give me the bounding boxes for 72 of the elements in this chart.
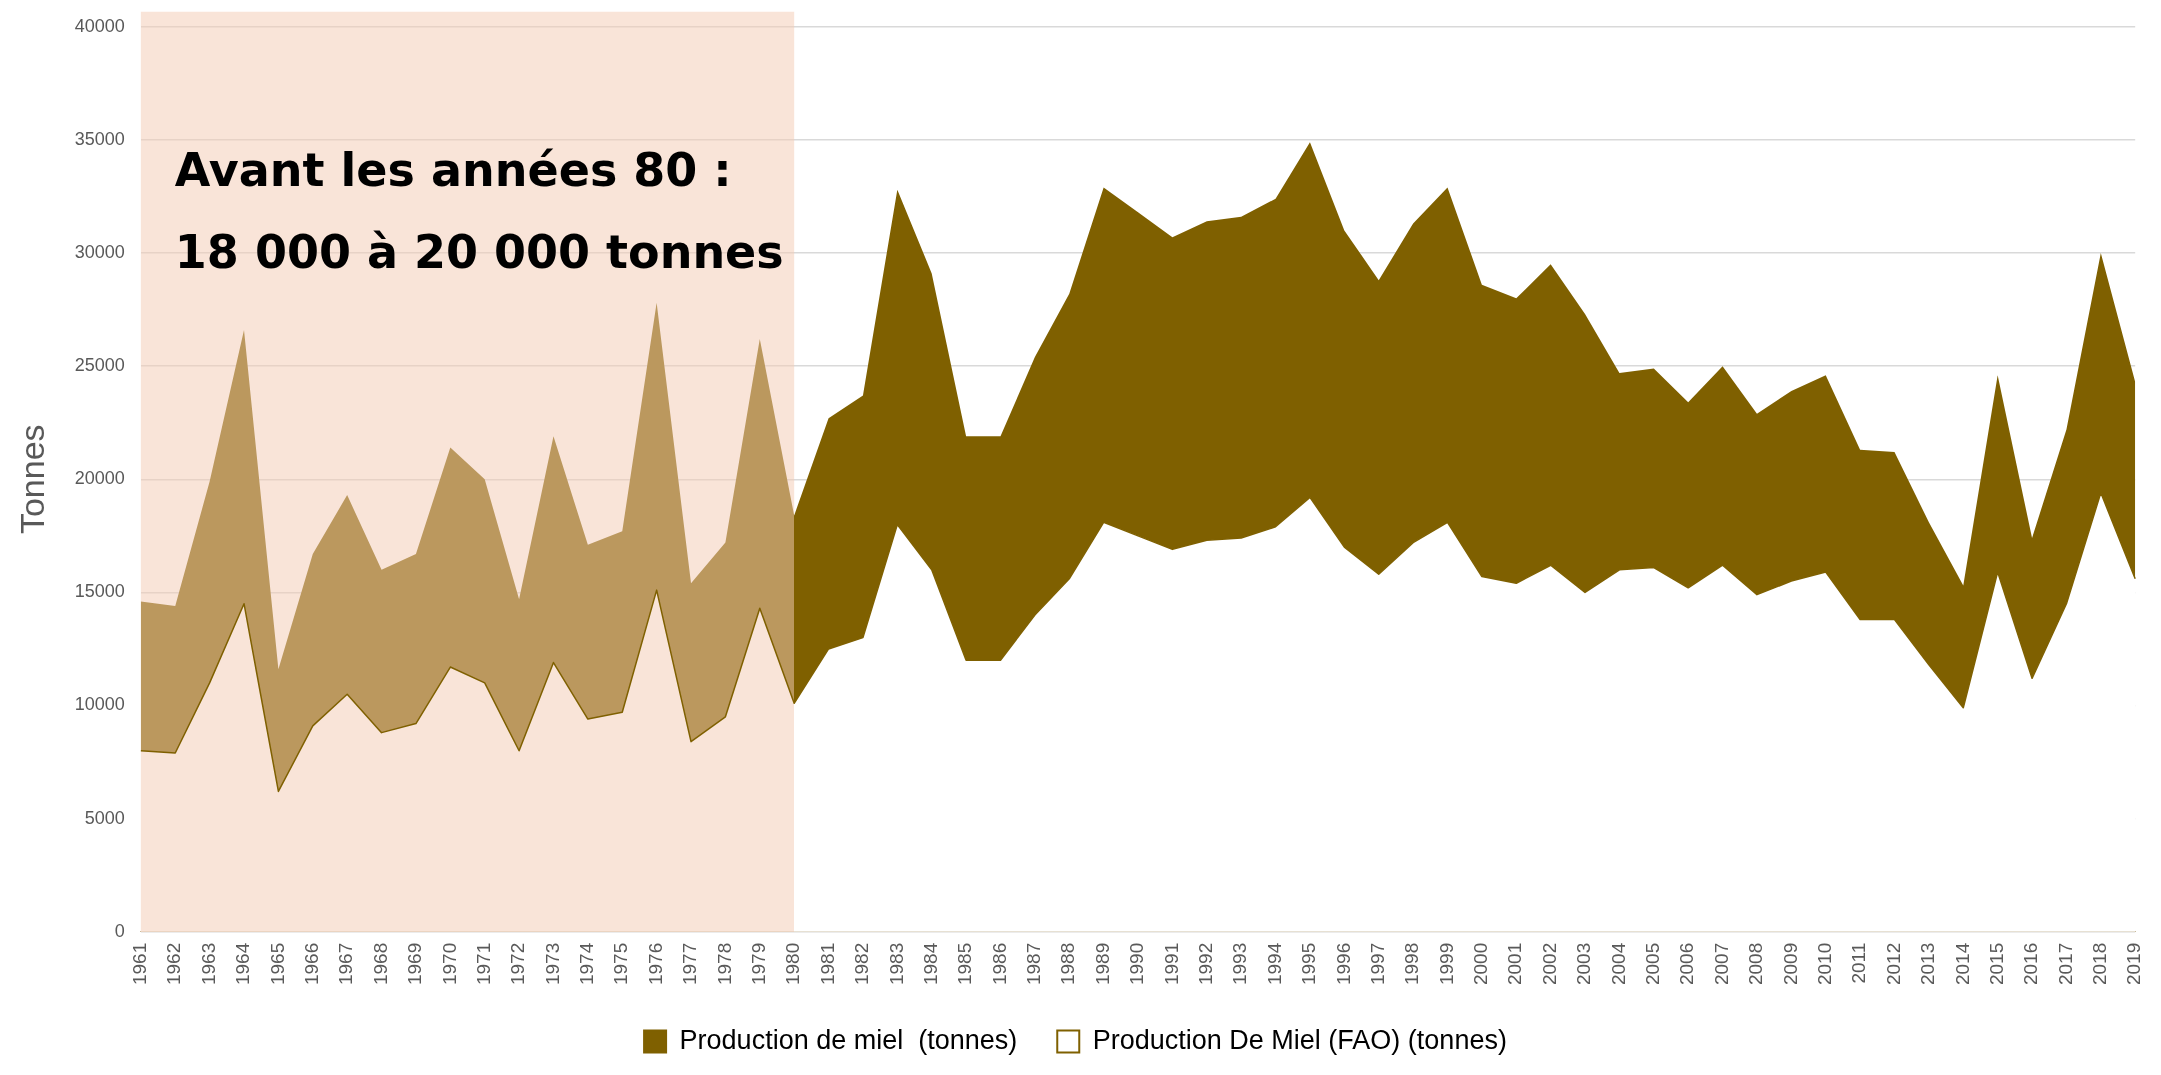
x-tick-label: 2005 xyxy=(1642,942,1664,986)
x-tick-label: 1966 xyxy=(301,942,323,986)
x-tick-label: 2007 xyxy=(1710,942,1732,986)
y-tick-label: 5000 xyxy=(84,807,125,828)
x-tick-label: 2012 xyxy=(1882,942,1904,986)
legend-label: Production De Miel (FAO) (tonnes) xyxy=(1092,1024,1507,1055)
x-tick-label: 1962 xyxy=(163,942,185,986)
x-tick-label: 1998 xyxy=(1401,942,1423,986)
x-tick-label: 2003 xyxy=(1573,942,1595,986)
y-tick-label: 15000 xyxy=(74,581,125,602)
x-tick-label: 1992 xyxy=(1195,942,1217,986)
x-tick-label: 1990 xyxy=(1126,942,1148,986)
x-tick-label: 1994 xyxy=(1263,942,1285,986)
x-tick-label: 2014 xyxy=(1951,942,1973,986)
x-tick-label: 1989 xyxy=(1091,942,1113,986)
x-tick-label: 2002 xyxy=(1538,942,1560,986)
x-tick-label: 1971 xyxy=(472,942,494,986)
y-tick-label: 25000 xyxy=(74,355,125,376)
x-tick-label: 1991 xyxy=(1160,942,1182,986)
x-tick-label: 2006 xyxy=(1676,942,1698,986)
x-tick-label: 2011 xyxy=(1848,942,1870,984)
y-tick-label: 0 xyxy=(114,920,125,941)
x-tick-label: 2018 xyxy=(2089,942,2111,986)
x-tick-label: 2017 xyxy=(2054,942,2076,986)
x-tick-label: 1993 xyxy=(1229,942,1251,986)
x-tick-label: 1970 xyxy=(438,942,460,986)
x-tick-label: 1963 xyxy=(197,942,219,986)
x-tick-label: 1980 xyxy=(782,942,804,986)
x-tick-label: 1976 xyxy=(644,942,666,986)
x-tick-label: 1996 xyxy=(1332,942,1354,986)
y-tick-label: 10000 xyxy=(74,694,125,715)
x-tick-label: 1978 xyxy=(713,942,735,986)
x-tick-label: 1967 xyxy=(335,942,357,986)
x-tick-label: 1997 xyxy=(1366,942,1388,986)
x-tick-label: 1973 xyxy=(541,942,563,986)
x-tick-label: 2010 xyxy=(1813,942,1835,986)
x-tick-label: 1987 xyxy=(1023,942,1045,986)
x-tick-label: 1982 xyxy=(851,942,873,986)
y-tick-label: 20000 xyxy=(74,468,125,489)
x-tick-label: 1965 xyxy=(266,942,288,986)
x-tick-label: 1981 xyxy=(816,942,838,986)
x-tick-label: 2009 xyxy=(1779,942,1801,986)
x-tick-label: 1985 xyxy=(954,942,976,986)
x-tick-label: 2016 xyxy=(2020,942,2042,986)
legend-label: Production de miel (tonnes) xyxy=(679,1024,1018,1055)
x-tick-label: 1961 xyxy=(129,942,151,986)
x-tick-label: 1999 xyxy=(1435,942,1457,986)
band-label: Avant les années 80 : 18 000 à 20 000 tonnes xyxy=(174,142,784,279)
x-tick-label: 1977 xyxy=(679,942,701,986)
x-tick-label: 1995 xyxy=(1298,942,1320,986)
x-tick-label: 2015 xyxy=(1985,942,2007,986)
x-tick-label: 1969 xyxy=(404,942,426,986)
x-tick-label: 1988 xyxy=(1057,942,1079,986)
x-tick-label: 1975 xyxy=(610,942,632,986)
x-tick-label: 2004 xyxy=(1607,942,1629,986)
x-tick-label: 2001 xyxy=(1504,942,1526,986)
y-tick-label: 30000 xyxy=(74,242,125,262)
x-tick-label: 1979 xyxy=(748,942,770,986)
y-tick-label: 40000 xyxy=(74,15,125,36)
x-tick-label: 1983 xyxy=(885,942,907,986)
x-tick-label: 1964 xyxy=(232,942,254,986)
x-tick-label: 2013 xyxy=(1917,942,1939,986)
y-tick-label: 35000 xyxy=(74,128,125,149)
x-tick-label: 1968 xyxy=(369,942,391,986)
x-tick-label: 1974 xyxy=(576,942,598,986)
y-axis-title: Tonnes xyxy=(12,424,51,535)
x-tick-label: 2008 xyxy=(1745,942,1767,986)
x-tick-label: 1984 xyxy=(919,942,941,986)
x-tick-label: 2000 xyxy=(1470,942,1492,986)
x-tick-label: 1972 xyxy=(507,942,529,986)
x-tick-label: 1986 xyxy=(988,942,1010,986)
x-tick-label: 2019 xyxy=(2123,942,2145,986)
